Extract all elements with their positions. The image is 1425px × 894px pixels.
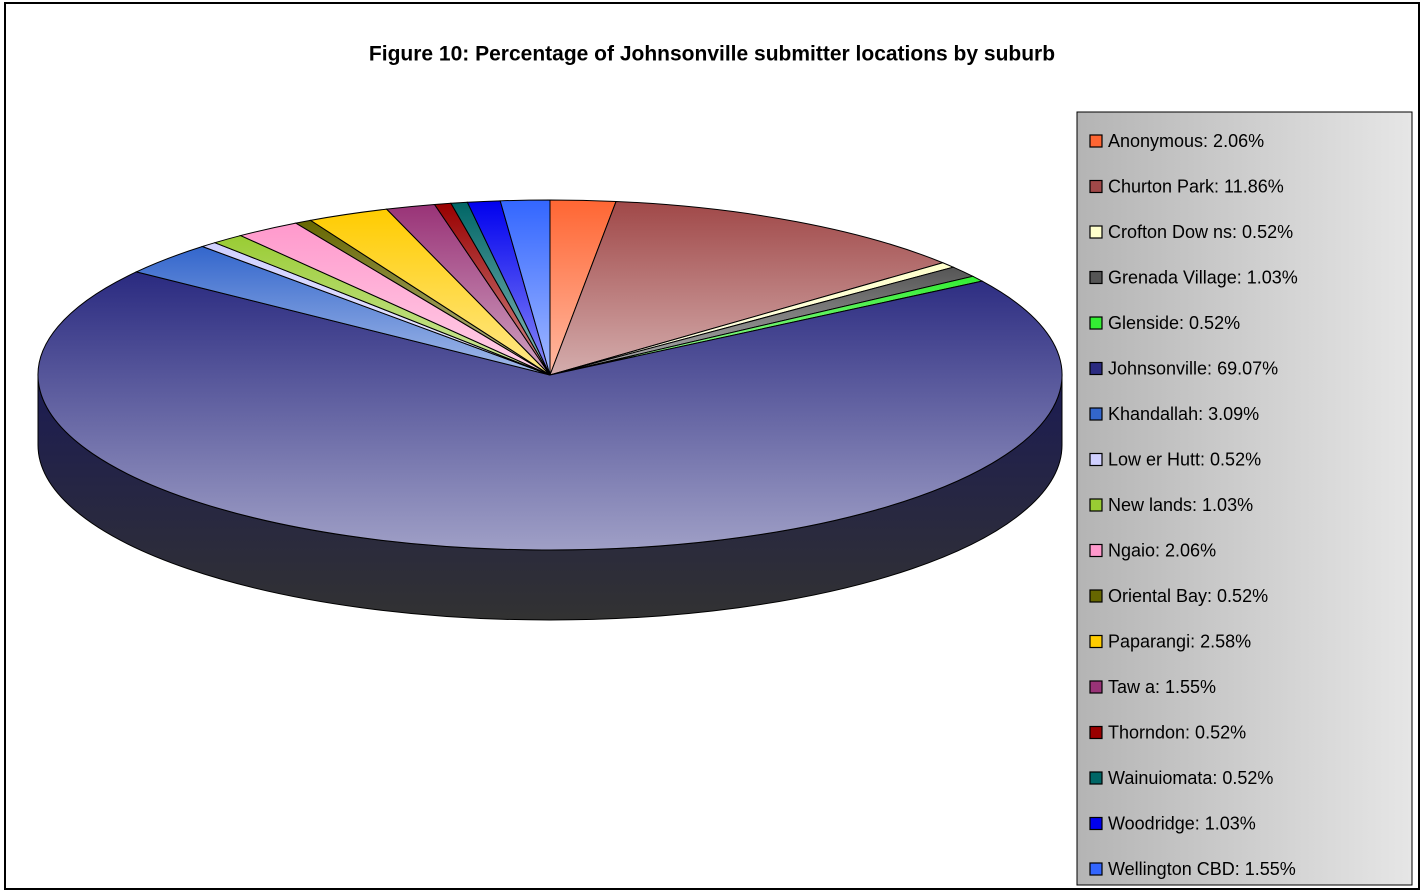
pie-slice bbox=[37, 271, 1063, 551]
legend-label: Oriental Bay: 0.52% bbox=[1108, 586, 1268, 606]
legend-box bbox=[1076, 111, 1413, 886]
legend-label: Churton Park: 11.86% bbox=[1108, 176, 1284, 196]
legend-swatch bbox=[1089, 680, 1103, 694]
legend-label: Low er Hutt: 0.52% bbox=[1108, 449, 1261, 469]
legend-label: Khandallah: 3.09% bbox=[1108, 404, 1259, 424]
legend-swatch bbox=[1089, 452, 1103, 467]
legend-swatch bbox=[1089, 225, 1103, 239]
legend-swatch bbox=[1089, 771, 1103, 785]
legend-swatch bbox=[1089, 543, 1103, 558]
legend-swatch bbox=[1089, 634, 1103, 649]
legend-label: Wainuiomata: 0.52% bbox=[1108, 768, 1273, 788]
legend-swatch bbox=[1089, 316, 1103, 330]
legend-label: Thorndon: 0.52% bbox=[1108, 722, 1246, 742]
legend-label: Crofton Dow ns: 0.52% bbox=[1108, 222, 1293, 242]
legend-swatch bbox=[1089, 862, 1103, 876]
legend-swatch bbox=[1089, 270, 1103, 285]
legend-swatch bbox=[1089, 134, 1103, 148]
legend-swatch bbox=[1089, 179, 1103, 194]
legend-label: Paparangi: 2.58% bbox=[1108, 631, 1251, 651]
legend-label: Taw a: 1.55% bbox=[1108, 677, 1216, 697]
legend-label: Grenada Village: 1.03% bbox=[1108, 267, 1298, 287]
legend-swatch bbox=[1089, 816, 1103, 831]
legend-swatch bbox=[1089, 407, 1103, 421]
legend-label: Anonymous: 2.06% bbox=[1108, 131, 1264, 151]
legend-swatch bbox=[1089, 589, 1103, 603]
chart-title: Figure 10: Percentage of Johnsonville su… bbox=[369, 43, 1055, 66]
legend-label: Johnsonville: 69.07% bbox=[1108, 358, 1278, 378]
legend-swatch bbox=[1089, 361, 1103, 376]
legend-label: New lands: 1.03% bbox=[1108, 495, 1253, 515]
legend-label: Ngaio: 2.06% bbox=[1108, 540, 1216, 560]
legend-label: Wellington CBD: 1.55% bbox=[1108, 859, 1296, 879]
legend-swatch bbox=[1089, 725, 1103, 740]
pie-slice bbox=[499, 199, 551, 376]
pie-slice bbox=[549, 200, 945, 376]
legend-label: Woodridge: 1.03% bbox=[1108, 813, 1256, 833]
legend-swatch bbox=[1089, 498, 1103, 512]
legend-label: Glenside: 0.52% bbox=[1108, 313, 1240, 333]
